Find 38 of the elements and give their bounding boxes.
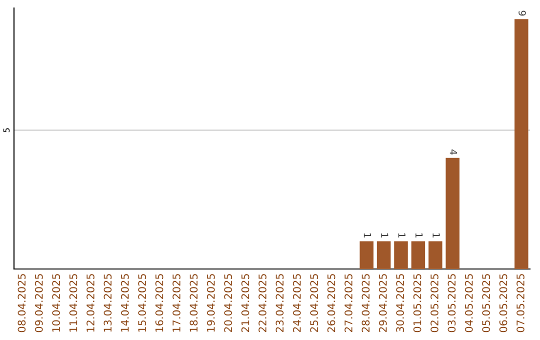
x-tick-label: 19.04.2025	[206, 274, 215, 332]
data-label: 1	[416, 233, 423, 238]
data-label: 4	[450, 149, 458, 155]
x-tick-label: 28.04.2025	[362, 274, 370, 332]
x-tick-label: 16.04.2025	[155, 274, 164, 332]
data-label: 1	[432, 233, 440, 238]
x-tick-label: 17.04.2025	[172, 274, 180, 332]
x-tick-label: 15.04.2025	[138, 274, 146, 332]
data-label: 1	[381, 233, 388, 238]
x-tick-label: 05.05.2025	[482, 274, 490, 332]
x-tick-label: 13.04.2025	[104, 274, 112, 332]
x-tick-label: 26.04.2025	[327, 274, 336, 332]
x-tick-label: 22.04.2025	[258, 274, 266, 332]
data-label: 9	[518, 10, 526, 16]
x-tick-label: 09.04.2025	[34, 274, 43, 332]
x-tick-label: 20.04.2025	[224, 274, 232, 332]
x-tick-label: 14.04.2025	[120, 274, 129, 332]
x-tick-label: 02.05.2025	[430, 274, 438, 332]
data-label: 1	[398, 233, 406, 238]
x-tick-label: 29.04.2025	[378, 274, 387, 332]
x-tick-label: 08.04.2025	[18, 274, 26, 332]
x-tick-label: 03.05.2025	[448, 274, 456, 332]
y-tick-label: 5	[3, 128, 10, 132]
x-tick-label: 12.04.2025	[86, 274, 94, 332]
x-tick-label: 07.05.2025	[516, 274, 524, 332]
x-tick-label: 11.04.2025	[69, 274, 78, 332]
x-tick-label: 24.04.2025	[292, 274, 301, 332]
x-tick-label: 30.04.2025	[396, 274, 404, 332]
x-tick-label: 21.04.2025	[241, 274, 250, 332]
x-tick-label: 06.05.2025	[499, 274, 508, 332]
x-tick-label: 25.04.2025	[310, 274, 318, 332]
x-tick-label: 10.04.2025	[52, 274, 60, 332]
x-tick-label: 18.04.2025	[190, 274, 198, 332]
x-tick-label: 27.04.2025	[344, 274, 352, 332]
x-tick-label: 04.05.2025	[464, 274, 473, 332]
data-label: 1	[364, 233, 372, 238]
x-tick-label: 23.04.2025	[276, 274, 284, 332]
x-tick-label: 01.05.2025	[413, 274, 422, 332]
